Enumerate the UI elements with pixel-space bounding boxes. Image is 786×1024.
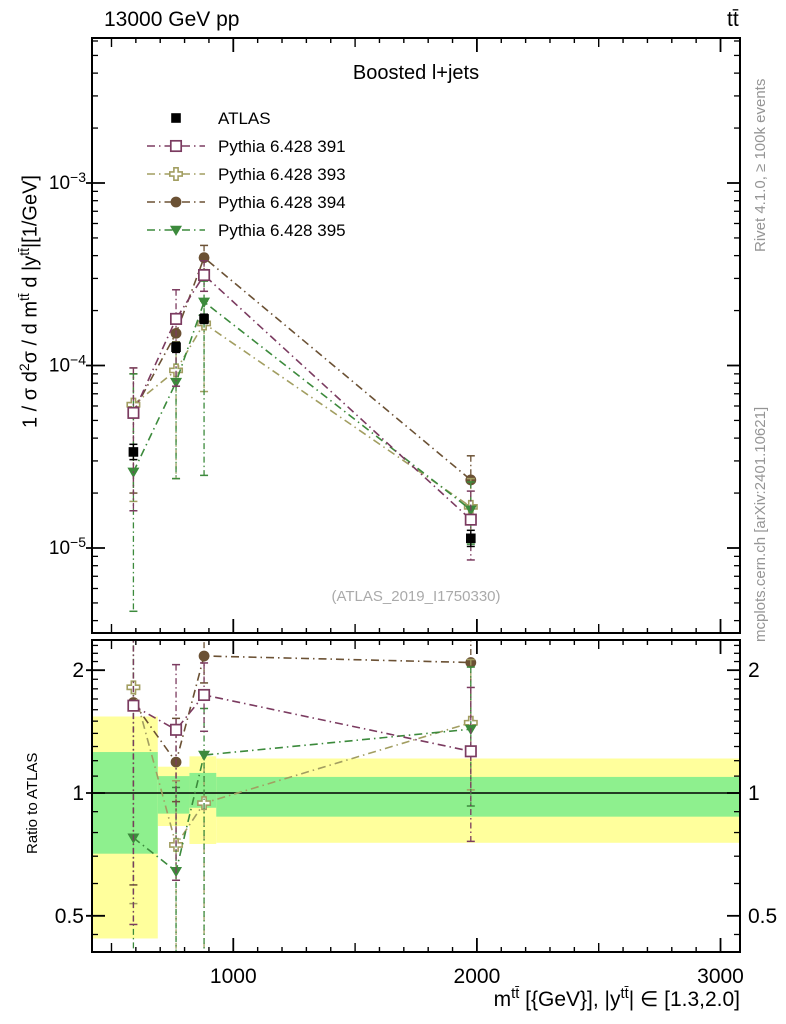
legend-label: Pythia 6.428 394 xyxy=(218,193,346,212)
legend-label: Pythia 6.428 391 xyxy=(218,137,346,156)
x-axis-title: mtt̄ [{GeV}], |ytt̄| ∈ [1.3,2.0] xyxy=(493,986,740,1011)
legend-item-pythia-395: Pythia 6.428 395 xyxy=(147,221,346,240)
ratio-tick-label-right: 0.5 xyxy=(748,905,777,928)
marker-open-square xyxy=(169,139,183,153)
marker-filled-triangle-down xyxy=(464,505,477,516)
marker-open-cross xyxy=(169,167,183,181)
series-line xyxy=(133,694,471,753)
legend-item-pythia-394: Pythia 6.428 394 xyxy=(147,193,346,212)
marker-filled-square xyxy=(171,342,181,352)
analysis-watermark: (ATLAS_2019_I1750330) xyxy=(331,588,501,605)
x-tick-label: 3000 xyxy=(697,965,744,988)
series-pythia-391-main xyxy=(127,259,477,561)
legend-item-pythia-391: Pythia 6.428 391 xyxy=(147,137,346,156)
marker-open-square xyxy=(127,699,140,712)
ratio-tick-label-left: 0.5 xyxy=(55,905,84,928)
legend-label: ATLAS xyxy=(218,109,271,128)
marker-open-square xyxy=(169,312,183,325)
marker-filled-triangle-down xyxy=(198,750,211,762)
marker-open-square xyxy=(198,269,211,282)
series-line xyxy=(132,687,472,847)
series-line xyxy=(132,655,471,764)
marker-filled-circle xyxy=(170,196,182,208)
series-pythia-394-main xyxy=(128,244,477,507)
ratio-uncertainty-bands xyxy=(92,716,740,939)
legend-label: Pythia 6.428 393 xyxy=(218,165,346,184)
tick-labels: 1000 2000 3000 10−5 10−4 10−3 0.5 0.5 1 1 2 2 xyxy=(49,169,777,988)
y-tick-label: 10−4 xyxy=(49,352,86,377)
x-tick-label: 1000 xyxy=(210,965,257,988)
marker-filled-square xyxy=(199,314,209,324)
beam-energy-label: 13000 GeV pp xyxy=(104,8,240,31)
y-tick-label: 10−3 xyxy=(49,169,86,194)
axis-ticks xyxy=(86,38,740,952)
ratio-panel-frame xyxy=(91,639,741,953)
rivet-version-note: Rivet 4.1.0, ≥ 100k events xyxy=(752,78,769,252)
series-line xyxy=(132,256,472,481)
series-pythia-391-ratio xyxy=(127,640,477,926)
series-atlas-main xyxy=(128,313,476,548)
ratio-tick-label-right: 1 xyxy=(748,782,760,805)
legend: ATLAS Pythia 6.428 391 Pythia 6.428 393 Pyt… xyxy=(147,109,346,240)
series-line xyxy=(132,300,472,511)
marker-filled-square xyxy=(171,113,181,123)
marker-filled-triangle-down xyxy=(170,377,183,389)
ratio-axis-title: Ratio to ATLAS xyxy=(24,752,41,854)
marker-filled-triangle-down xyxy=(198,297,211,308)
series-line xyxy=(132,273,472,521)
ratio-tick-label-right: 2 xyxy=(748,659,760,682)
marker-open-square xyxy=(464,513,477,526)
plot-title: Boosted l+jets xyxy=(352,62,480,84)
marker-filled-circle xyxy=(198,650,210,662)
process-label: tt̄ xyxy=(727,8,739,31)
legend-label: Pythia 6.428 395 xyxy=(218,221,346,240)
marker-filled-square xyxy=(128,447,139,457)
x-tick-label: 2000 xyxy=(454,965,501,988)
marker-open-square xyxy=(198,688,211,702)
main-panel-frame xyxy=(91,37,741,634)
legend-item-pythia-393: Pythia 6.428 393 xyxy=(147,165,346,184)
marker-filled-square xyxy=(466,533,476,544)
mcplots-citation-note: mcplots.cern.ch [arXiv:2401.10621] xyxy=(752,406,769,642)
ratio-tick-label-left: 2 xyxy=(72,659,84,682)
legend-item-atlas: ATLAS xyxy=(171,109,271,128)
y-tick-label: 10−5 xyxy=(49,534,86,559)
series-line xyxy=(132,322,472,508)
green-band-bin1 xyxy=(92,752,158,854)
green-band-bin4 xyxy=(216,776,740,817)
marker-open-square xyxy=(169,723,183,736)
ratio-tick-label-left: 1 xyxy=(72,782,84,805)
marker-open-square xyxy=(464,745,477,758)
marker-filled-triangle-down xyxy=(170,225,182,236)
marker-open-square xyxy=(127,406,140,419)
y-axis-title: 1 / σ d2σ / d mtt̄ d |ytt̄|[1/GeV] xyxy=(16,175,42,428)
